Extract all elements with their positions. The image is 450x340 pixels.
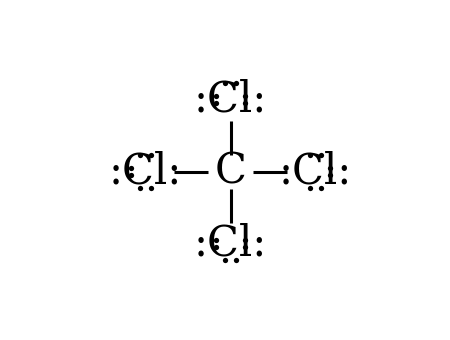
Text: C: C (215, 151, 247, 193)
Text: :Cl:: :Cl: (194, 223, 267, 265)
Text: :Cl:: :Cl: (109, 151, 182, 193)
Text: :Cl:: :Cl: (279, 151, 352, 193)
Text: :Cl:: :Cl: (194, 79, 267, 121)
